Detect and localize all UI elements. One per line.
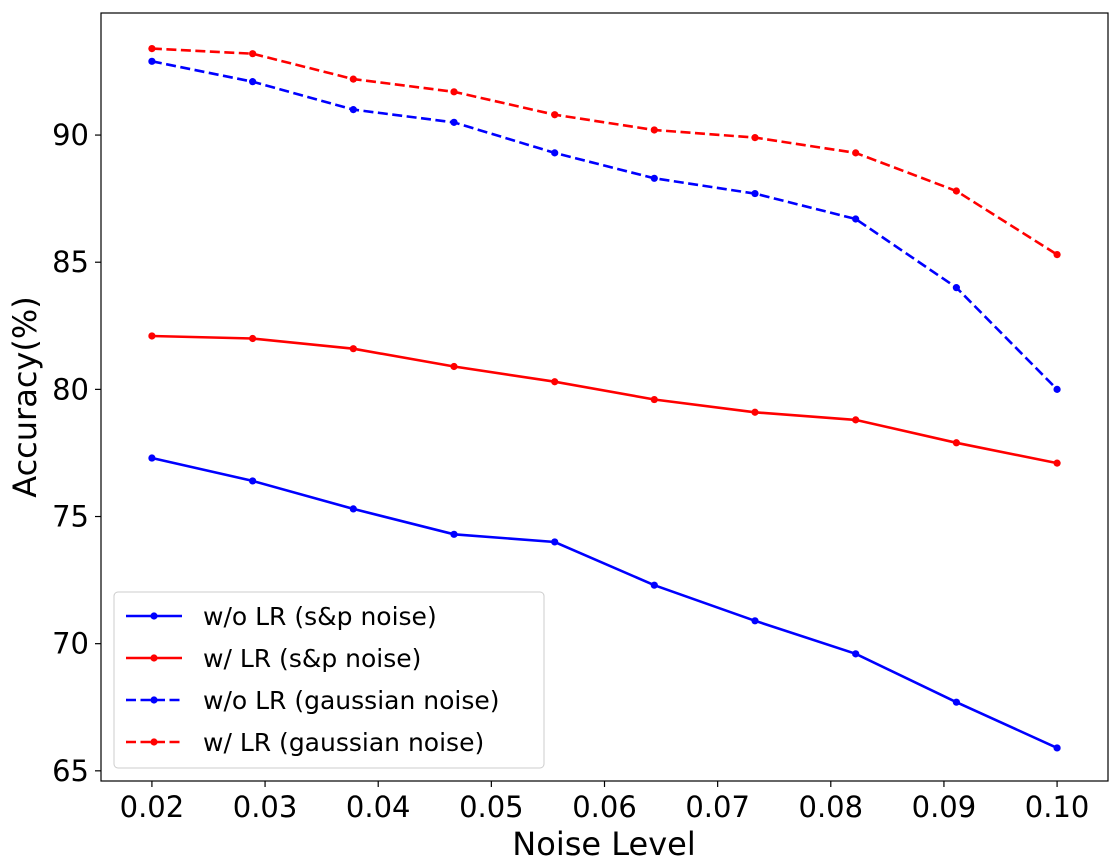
series-4-point (952, 187, 960, 195)
series-2-point (751, 408, 759, 416)
legend-marker-4 (150, 738, 158, 746)
series-3-point (249, 78, 257, 86)
series-4-point (852, 149, 860, 157)
x-tick-label: 0.07 (685, 790, 750, 824)
x-axis: 0.02 0.03 0.04 0.05 0.06 0.07 0.08 0.09 0.10 (120, 781, 1090, 824)
series-1-point (450, 530, 458, 538)
series-4-point (650, 126, 658, 134)
series-line-2 (151, 334, 1058, 465)
series-2-point (852, 416, 860, 424)
legend-label-1: w/o LR (s&p noise) (203, 602, 437, 631)
y-tick-label: 65 (52, 754, 89, 788)
y-axis-label: Accuracy(%) (6, 296, 44, 497)
legend-marker-2 (150, 654, 158, 662)
series-3-point (148, 57, 156, 65)
y-tick-label: 80 (52, 372, 89, 406)
legend-label-3: w/o LR (gaussian noise) (203, 686, 500, 715)
x-tick-label: 0.08 (799, 790, 864, 824)
legend-box (113, 591, 545, 769)
series-1-point (650, 581, 658, 589)
series-2-point (551, 378, 559, 386)
series-line-1 (151, 456, 1058, 750)
series-3-point (650, 174, 658, 182)
legend-label-4: w/ LR (gaussian noise) (203, 728, 484, 757)
legend-marker-3 (150, 696, 158, 704)
series-layer (148, 45, 1061, 752)
series-line-3 (151, 60, 1059, 391)
series-2-point (148, 332, 156, 340)
series-3-point (852, 215, 860, 223)
series-1-point (349, 505, 357, 513)
series-4-point (751, 134, 759, 142)
series-1-point (148, 454, 156, 462)
x-tick-label: 0.04 (346, 790, 411, 824)
series-3-point (751, 189, 759, 198)
series-3-point (952, 284, 960, 292)
series-3-point (1053, 385, 1061, 393)
x-tick-label: 0.06 (572, 790, 637, 824)
series-1-point (852, 650, 860, 658)
series-1-point (551, 538, 559, 546)
y-tick-label: 75 (52, 500, 89, 534)
x-tick-label: 0.03 (233, 790, 298, 824)
series-1-point (751, 617, 759, 625)
x-tick-label: 0.05 (459, 790, 524, 824)
series-2-point (450, 362, 458, 371)
series-4-point (551, 111, 559, 119)
legend-marker-1 (150, 612, 158, 620)
y-tick-label: 85 (52, 245, 89, 279)
x-axis-label: Noise Level (512, 825, 695, 863)
x-tick-label: 0.09 (912, 790, 977, 824)
series-line-4 (151, 47, 1058, 256)
series-1-point (249, 477, 257, 485)
series-3-point (450, 118, 458, 126)
y-tick-label: 90 (52, 118, 89, 152)
series-1-point (952, 698, 960, 706)
x-tick-label: 0.10 (1025, 790, 1090, 824)
legend-label-2: w/ LR (s&p noise) (203, 644, 421, 673)
series-2-point (952, 439, 960, 447)
series-4-point (1053, 250, 1061, 259)
series-1-point (1053, 744, 1061, 752)
y-tick-label: 70 (52, 627, 89, 661)
series-2-point (650, 395, 658, 404)
series-2-point (1053, 459, 1061, 467)
series-2-point (249, 334, 257, 343)
series-2-point (349, 345, 357, 353)
legend: w/o LR (s&p noise) w/ LR (s&p noise) w/o L… (113, 591, 545, 769)
series-4-point (349, 75, 357, 83)
series-4-point (450, 88, 458, 96)
series-4-point (148, 45, 156, 53)
x-tick-label: 0.02 (120, 790, 185, 824)
series-3-point (349, 106, 357, 114)
series-4-point (249, 50, 257, 58)
y-axis: 65 70 75 80 85 90 (52, 118, 101, 788)
series-3-point (551, 149, 559, 157)
